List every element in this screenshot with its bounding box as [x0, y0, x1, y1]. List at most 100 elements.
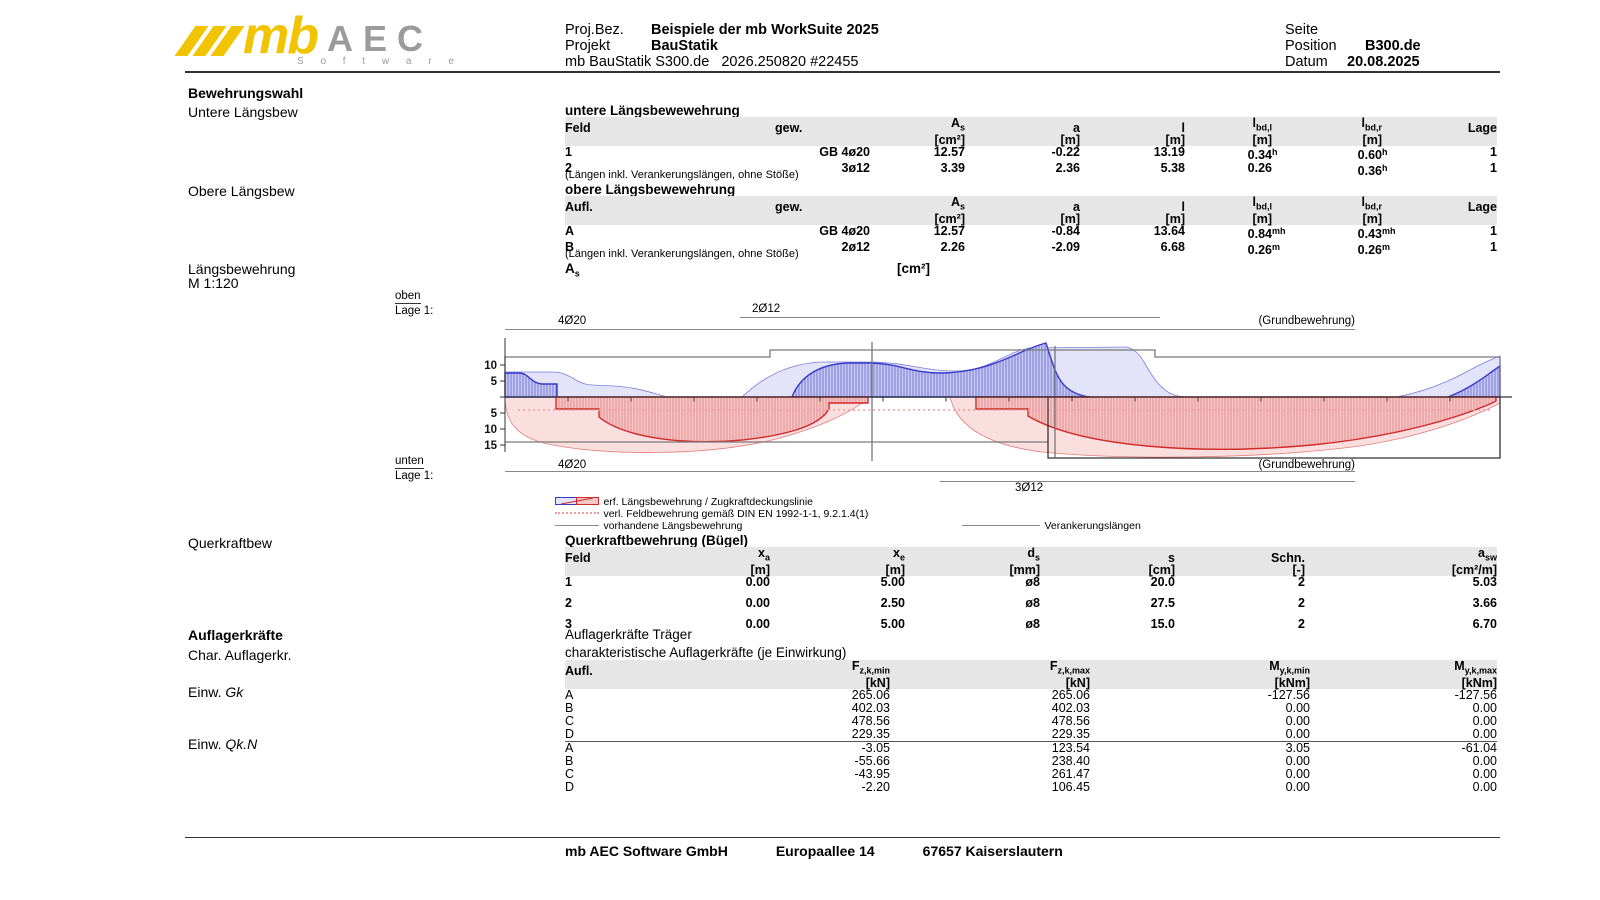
- auflager-char-title: charakteristische Auflagerkräfte (je Ein…: [565, 645, 847, 660]
- label-massstab: M 1:120: [188, 275, 239, 291]
- table-header-row: Feld xa xe ds s Schn. asw: [565, 547, 1497, 564]
- label-einw-qk: Einw. Qk.N: [188, 736, 258, 752]
- col-feld: Feld: [565, 117, 660, 134]
- top-bar-2o12-label: 2Ø12: [752, 303, 781, 315]
- legend-item-erf: erf. Längsbewehrung / Zugkraftdeckungsli…: [555, 492, 868, 508]
- diagram-unten-label: unten: [395, 455, 424, 469]
- diagram-lage1-bottom-label: Lage 1:: [395, 470, 434, 482]
- bottom-bar-4o20-line: [505, 471, 1355, 472]
- logo-mb-text: mb: [243, 7, 319, 65]
- top-bar-4o20-line: [505, 329, 1355, 330]
- logo-software-text: S o f t w a r e: [297, 56, 461, 67]
- col-lbdl: lbd,l: [1185, 196, 1290, 213]
- unit-a: [m]: [965, 133, 1080, 146]
- footer-city: 67657 Kaiserslautern: [922, 843, 1063, 859]
- unit-l: [m]: [1080, 133, 1185, 146]
- table-unit-row: [cm²] [m] [m] [m] [m]: [565, 133, 1497, 146]
- bottom-bar-3o12-line: [940, 481, 1355, 482]
- bottom-bar-3o12-label: 3Ø12: [1015, 482, 1044, 494]
- vorhandene-obere-line: [504, 349, 1501, 397]
- legend-item-verankerung: Verankerungslängen: [962, 516, 1141, 534]
- bottom-bar-4o20-label: 4Ø20: [558, 459, 587, 471]
- module-line: mb BauStatik S300.de 2026.250820 #22455: [565, 54, 859, 70]
- header-project-block: Proj.Bez. Beispiele der mb WorkSuite 2025…: [565, 22, 879, 70]
- col-gew: gew.: [660, 117, 870, 134]
- header-proj-line: Proj.Bez. Beispiele der mb WorkSuite 2025: [565, 22, 879, 38]
- x-axis-ticks: [567, 397, 1451, 402]
- col-aufl: Aufl.: [565, 196, 660, 213]
- tick-label: 15: [484, 440, 497, 452]
- col-xa: xa: [660, 547, 770, 564]
- seite-line: Seite: [1285, 22, 1421, 38]
- grundbewehrung-bottom-label: (Grundbewehrung): [1258, 459, 1355, 471]
- position-line: Position B300.de: [1285, 38, 1421, 54]
- unit-lbdr: [m]: [1290, 133, 1400, 146]
- obere-table-title: obere Längsbewewehrung: [565, 182, 736, 197]
- unit-lbdl: [m]: [1185, 133, 1290, 146]
- seite-label: Seite: [1285, 22, 1319, 38]
- grundbewehrung-top-label: (Grundbewehrung): [1258, 315, 1355, 327]
- table-row: C -43.95 261.47 0.00 0.00: [565, 766, 1497, 781]
- header-rule: [185, 71, 1500, 73]
- table-row: A 265.06 265.06 -127.56 -127.56: [565, 687, 1497, 702]
- red-required-left: [555, 396, 869, 443]
- col-l: l: [1080, 117, 1185, 134]
- blue-required-right: [1447, 364, 1501, 398]
- col-a: a: [965, 117, 1080, 134]
- col-a: a: [965, 196, 1080, 213]
- col-lbdr: lbd,r: [1290, 117, 1400, 134]
- table-unit-row: [kN] [kN] [kNm] [kNm]: [565, 676, 1497, 689]
- footer-street: Europaallee 14: [775, 843, 875, 859]
- table-row: 1 GB 4ø20 12.57 -0.22 13.19 0.34h 0.60h …: [565, 144, 1497, 162]
- diagram-unit: [cm²]: [897, 261, 930, 276]
- table-header-row: Feld gew. As a l lbd,l lbd,r Lage: [565, 117, 1497, 134]
- table-row: D 229.35 229.35 0.00 0.00: [565, 726, 1497, 742]
- col-gew: gew.: [660, 196, 870, 213]
- top-bar-4o20-label: 4Ø20: [558, 315, 587, 327]
- col-mykmax: My,k,max: [1310, 660, 1497, 677]
- gray-line-swatch-icon: [962, 525, 1040, 526]
- diagram-legend: erf. Längsbewehrung / Zugkraftdeckungsli…: [555, 492, 868, 532]
- col-lbdr: lbd,r: [1290, 196, 1400, 213]
- projekt-value: BauStatik: [651, 38, 718, 54]
- table-row: 2 0.00 2.50 ø8 27.5 2 3.66: [565, 595, 1497, 610]
- label-einw-gk: Einw. Gk: [188, 684, 244, 700]
- table-header-row: Aufl. gew. As a l lbd,l lbd,r Lage: [565, 196, 1497, 213]
- col-as: As: [870, 196, 965, 213]
- auflagerkraefte-table: Aufl. Fz,k,min Fz,k,max My,k,min My,k,ma…: [565, 660, 1497, 794]
- table-row: B -55.66 238.40 0.00 0.00: [565, 753, 1497, 768]
- logo-row: mb AEC: [174, 7, 461, 65]
- auflager-title: Auflagerkräfte Träger: [565, 627, 692, 642]
- table-row: C 478.56 478.56 0.00 0.00: [565, 713, 1497, 728]
- tick-label: 10: [484, 424, 497, 436]
- gray-line-swatch-icon: [555, 525, 599, 526]
- vorhandene-untere-box-right: [1047, 397, 1501, 459]
- blue-required-mid: [790, 342, 1091, 398]
- position-value: B300.de: [1365, 38, 1421, 54]
- untere-table-title: untere Längsbewewehrung: [565, 103, 740, 118]
- table-row: 2 3ø12 3.39 2.36 5.38 0.26 0.36h 1: [565, 160, 1497, 178]
- table-row: B 402.03 402.03 0.00 0.00: [565, 700, 1497, 715]
- legend-item-verl: verl. Feldbewehrung gemäß DIN EN 1992-1-…: [555, 504, 868, 520]
- col-fzkmax: Fz,k,max: [890, 660, 1090, 677]
- proj-value: Beispiele der mb WorkSuite 2025: [651, 22, 879, 38]
- col-lage: Lage: [1400, 117, 1497, 134]
- querkraft-table: Feld xa xe ds s Schn. asw [m] [m] [mm] […: [565, 547, 1497, 639]
- datum-line: Datum 20.08.2025: [1285, 54, 1421, 70]
- untere-laengsbewehrung-table: Feld gew. As a l lbd,l lbd,r Lage [cm²] …: [565, 117, 1497, 178]
- label-untere-laengsbew: Untere Längsbew: [188, 104, 298, 120]
- header-meta-block: Seite Position B300.de Datum 20.08.2025: [1285, 22, 1421, 70]
- red-required-right: [975, 396, 1497, 450]
- obere-table-note: (Längen inkl. Verankerungslängen, ohne S…: [565, 248, 799, 260]
- diagram-as-symbol: As: [565, 261, 580, 279]
- mb-aec-logo: mb AEC S o f t w a r e: [174, 7, 461, 67]
- table-row: 1 0.00 5.00 ø8 20.0 2 5.03: [565, 574, 1497, 589]
- label-querkraftbew: Querkraftbew: [188, 535, 273, 551]
- proj-label: Proj.Bez.: [565, 22, 624, 38]
- tick-label: 10: [484, 360, 497, 372]
- untere-table-note: (Längen inkl. Verankerungslängen, ohne S…: [565, 169, 799, 181]
- table-unit-row: [cm²] [m] [m] [m] [m]: [565, 212, 1497, 225]
- col-as: As: [870, 117, 965, 134]
- table-row: D -2.20 106.45 0.00 0.00: [565, 779, 1497, 794]
- col-l: l: [1080, 196, 1185, 213]
